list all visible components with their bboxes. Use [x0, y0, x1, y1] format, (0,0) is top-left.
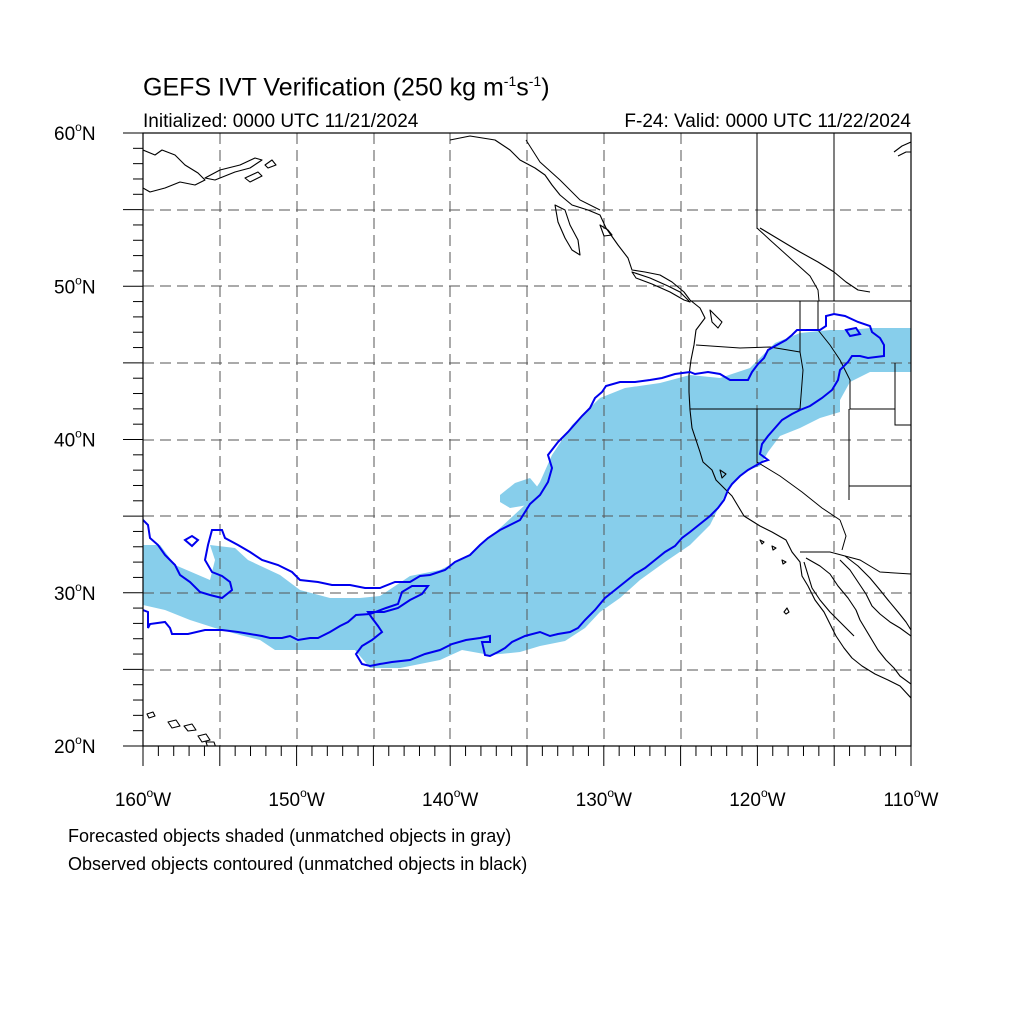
axis-ticks	[123, 132, 912, 766]
political-borders	[525, 133, 911, 575]
bc-islands	[554, 204, 691, 303]
alaska-panhandle-coast	[449, 135, 691, 301]
wa-or-border	[695, 344, 801, 353]
lon-tick-label: 160oW	[115, 786, 171, 811]
mainland-mexico-coast	[844, 555, 911, 631]
forecast-legend-note: Forecasted objects shaded (unmatched obj…	[68, 826, 512, 846]
valid-time-label: F-24: Valid: 0000 UTC 11/22/2024	[624, 111, 911, 132]
canada-east	[759, 141, 911, 293]
bc-alberta-border	[756, 133, 820, 302]
baja-peninsula	[803, 557, 911, 685]
lat-tick-label: 60oN	[54, 120, 96, 145]
lat-tick-label: 40oN	[54, 427, 96, 452]
alaska-islands	[244, 159, 277, 183]
coastlines	[143, 135, 911, 746]
gulf-of-california	[839, 559, 911, 637]
alaska-coast-2	[204, 157, 263, 181]
initialized-label: Initialized: 0000 UTC 11/21/2024	[143, 111, 419, 132]
guadalupe-island	[783, 607, 790, 615]
observed-object-contours	[143, 312, 885, 668]
observed-object-main	[143, 312, 885, 668]
channel-islands	[759, 539, 787, 565]
us-west-coast	[688, 299, 911, 699]
forecast-object-shading	[143, 328, 911, 668]
lat-tick-label: 30oN	[54, 580, 96, 605]
observed-legend-note: Observed objects contoured (unmatched ob…	[68, 854, 528, 874]
puget-sound	[709, 309, 723, 329]
sf-bay	[719, 469, 727, 479]
forecast-object-main	[143, 328, 911, 668]
alaska-coast	[143, 149, 206, 193]
lon-tick-label: 140oW	[422, 786, 478, 811]
map-title: GEFS IVT Verification (250 kg m-1s-1)	[143, 73, 550, 102]
lat-tick-label: 20oN	[54, 733, 96, 758]
alaska-canada-border	[525, 139, 601, 211]
us-mexico-border	[800, 551, 911, 575]
lat-tick-label: 50oN	[54, 273, 96, 298]
observed-object-inlet	[183, 534, 200, 548]
id-border	[799, 301, 804, 410]
lon-tick-label: 120oW	[729, 786, 785, 811]
longitude-labels: 160oW 150oW 140oW 130oW 120oW 110oW	[115, 786, 939, 811]
latitude-labels: 60oN 50oN 40oN 30oN 20oN	[54, 120, 96, 758]
forecast-object-sliver	[500, 478, 540, 508]
observed-object-idaho-hole	[844, 326, 862, 338]
hawaii-islands	[146, 711, 216, 746]
az-ca-border	[839, 519, 847, 551]
lon-tick-label: 150oW	[268, 786, 324, 811]
lon-tick-label: 110oW	[884, 786, 939, 811]
ca-nv-border	[756, 409, 841, 521]
lon-tick-label: 130oW	[576, 786, 632, 811]
graticule	[143, 133, 911, 746]
